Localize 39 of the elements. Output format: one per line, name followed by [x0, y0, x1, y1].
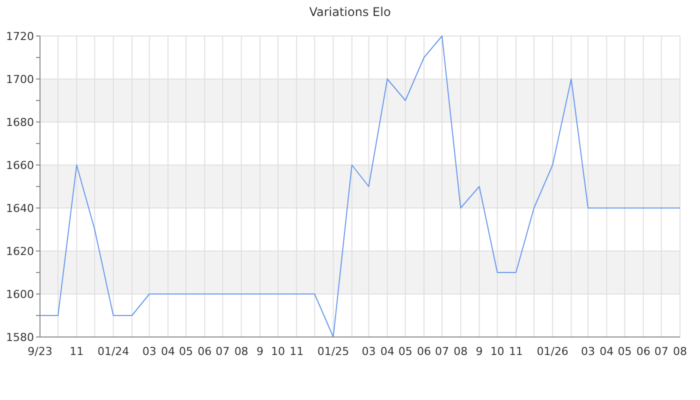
x-tick-label: 11 [70, 345, 84, 358]
x-tick-label: 07 [216, 345, 230, 358]
x-tick-label: 04 [380, 345, 394, 358]
y-tick-label: 1580 [6, 330, 34, 344]
x-tick-label: 9/23 [28, 345, 52, 358]
x-tick-label: 11 [508, 345, 523, 358]
x-tick-label: 05 [618, 345, 632, 358]
line-series [40, 36, 680, 338]
x-tick-label: 08 [673, 345, 687, 358]
y-tick-label: 1700 [6, 72, 34, 86]
chart-title: Variations Elo [309, 5, 391, 19]
x-tick-label: 10 [490, 345, 504, 358]
x-tick-label: 04 [600, 345, 614, 358]
x-tick-label: 11 [290, 345, 304, 358]
x-tick-label: 01/25 [317, 345, 350, 358]
x-tick-label: 06 [636, 345, 650, 358]
x-tick-label: 03 [362, 345, 376, 358]
x-tick-label: 05 [179, 345, 194, 358]
x-tick-label: 08 [454, 345, 468, 358]
y-tick-label: 1720 [6, 30, 34, 43]
x-tick-label: 04 [161, 345, 175, 358]
x-tick-label: 9 [476, 345, 483, 358]
x-tick-label: 05 [398, 345, 412, 358]
x-tick-label: 03 [142, 345, 156, 358]
y-tick-label: 1600 [6, 288, 34, 301]
y-tick-label: 1680 [6, 116, 34, 129]
x-tick-label: 08 [234, 345, 248, 358]
x-tick-label: 9 [256, 345, 264, 358]
x-tick-label: 06 [198, 345, 212, 358]
y-tick-label: 1640 [6, 202, 34, 215]
x-tick-label: 10 [270, 345, 285, 358]
y-tick-label: 1660 [6, 158, 34, 172]
x-tick-label: 01/26 [536, 345, 568, 358]
x-tick-label: 01/24 [97, 345, 130, 358]
x-tick-label: 03 [581, 345, 596, 358]
x-tick-label: 06 [417, 345, 431, 358]
x-tick-label: 07 [435, 345, 450, 358]
x-tick-label: 07 [654, 345, 668, 358]
y-tick-label: 1620 [6, 244, 34, 258]
